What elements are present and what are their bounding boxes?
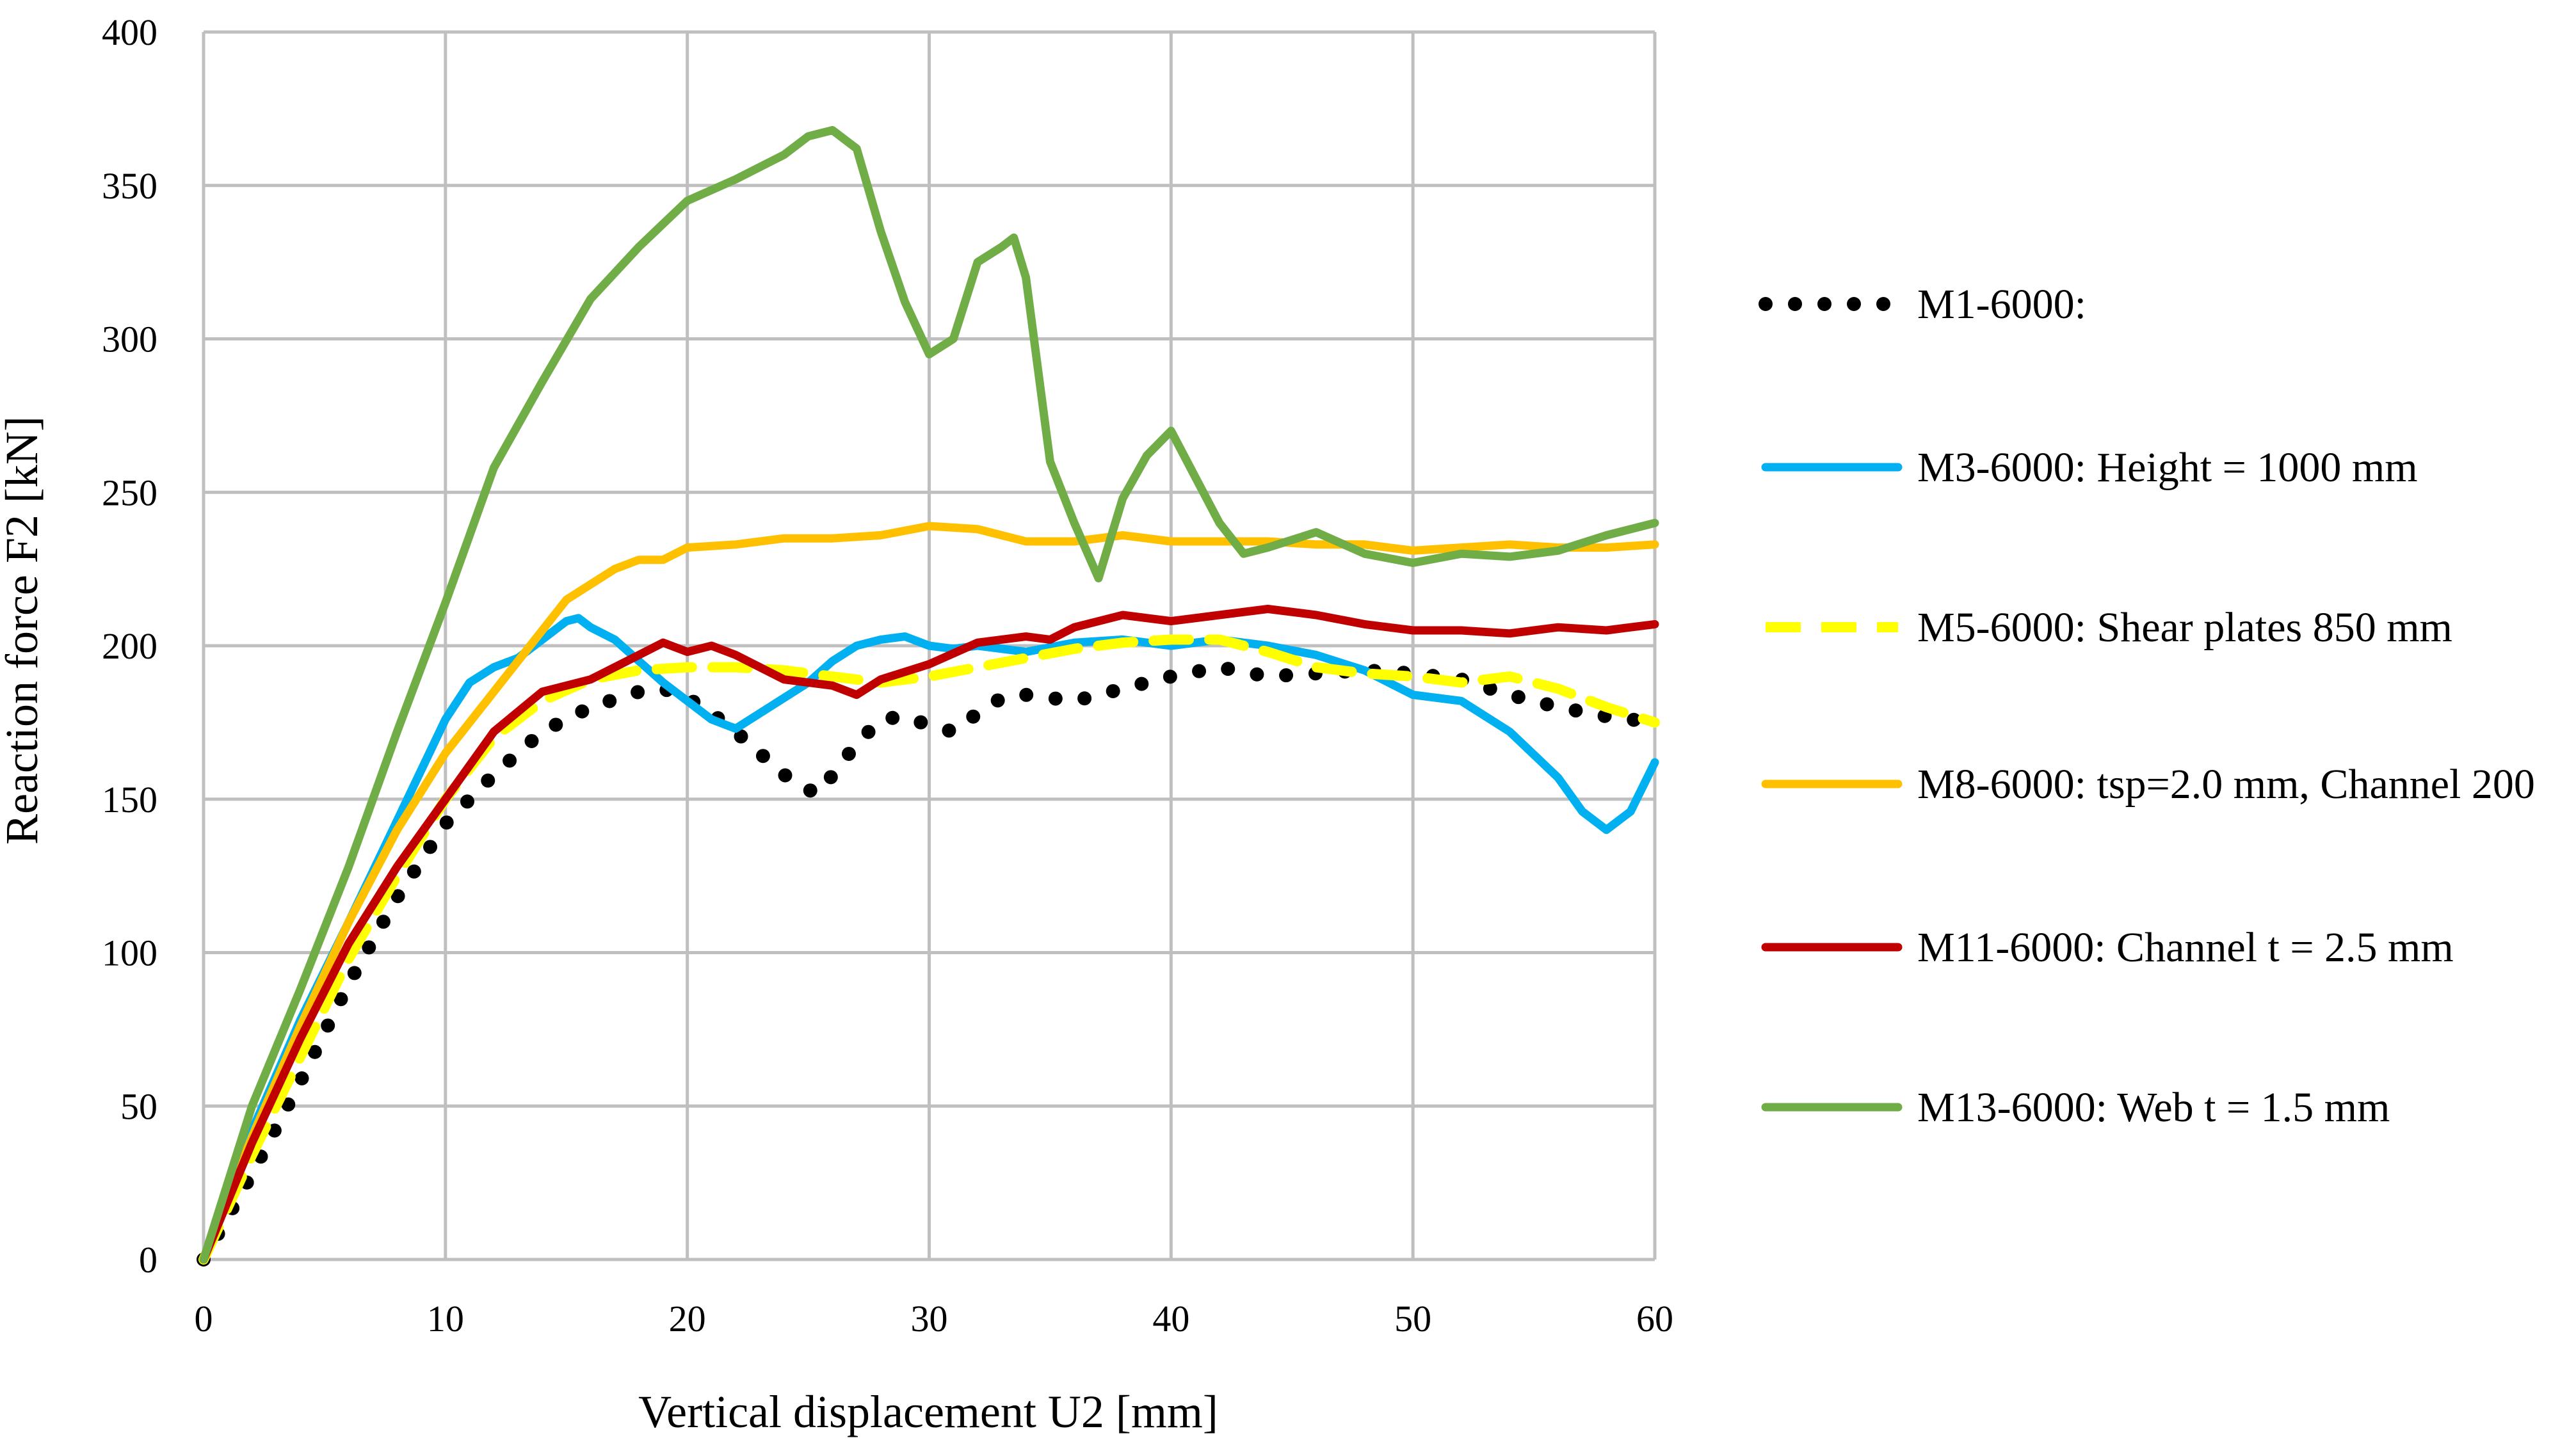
y-tick-label: 250 — [102, 472, 157, 513]
x-axis-title: Vertical displacement U2 [mm] — [638, 1386, 1218, 1437]
series-line-4 — [199, 522, 1659, 1264]
series-line-6 — [199, 125, 1659, 1264]
legend-label: M3-6000: Height = 1000 mm — [1917, 444, 2418, 491]
x-tick-label: 50 — [1394, 1298, 1431, 1339]
y-axis-title: Reaction force F2 [kN] — [0, 416, 47, 845]
legend: M1-6000: M3-6000: Height = 1000 mm M5-6000… — [1759, 281, 2535, 1131]
x-tick-label: 60 — [1636, 1298, 1673, 1339]
y-axis-ticks: 0 50 100 150 200 250 300 350 400 — [102, 12, 157, 1281]
x-tick-label: 10 — [427, 1298, 464, 1339]
x-tick-label: 0 — [195, 1298, 213, 1339]
legend-label: M5-6000: Shear plates 850 mm — [1917, 604, 2452, 651]
y-tick-label: 150 — [102, 779, 157, 820]
legend-label: M11-6000: Channel t = 2.5 mm — [1917, 924, 2454, 971]
x-tick-label: 20 — [669, 1298, 706, 1339]
series-lines — [197, 125, 1662, 1267]
x-axis-ticks: 0 10 20 30 40 50 60 — [195, 1298, 1674, 1339]
y-tick-label: 300 — [102, 319, 157, 360]
y-tick-label: 50 — [120, 1085, 157, 1127]
legend-label: M1-6000: — [1917, 281, 2086, 328]
x-tick-label: 40 — [1152, 1298, 1189, 1339]
legend-label: M8-6000: tsp=2.0 mm, Channel 200 — [1917, 761, 2535, 808]
y-tick-label: 400 — [102, 12, 157, 53]
y-tick-label: 200 — [102, 625, 157, 667]
y-tick-label: 350 — [102, 165, 157, 207]
y-tick-label: 100 — [102, 932, 157, 974]
y-tick-label: 0 — [139, 1239, 157, 1281]
x-tick-label: 30 — [911, 1298, 948, 1339]
series-line-2 — [199, 614, 1659, 1264]
legend-label: M13-6000: Web t = 1.5 mm — [1917, 1084, 2390, 1131]
series-line-5 — [199, 605, 1659, 1264]
